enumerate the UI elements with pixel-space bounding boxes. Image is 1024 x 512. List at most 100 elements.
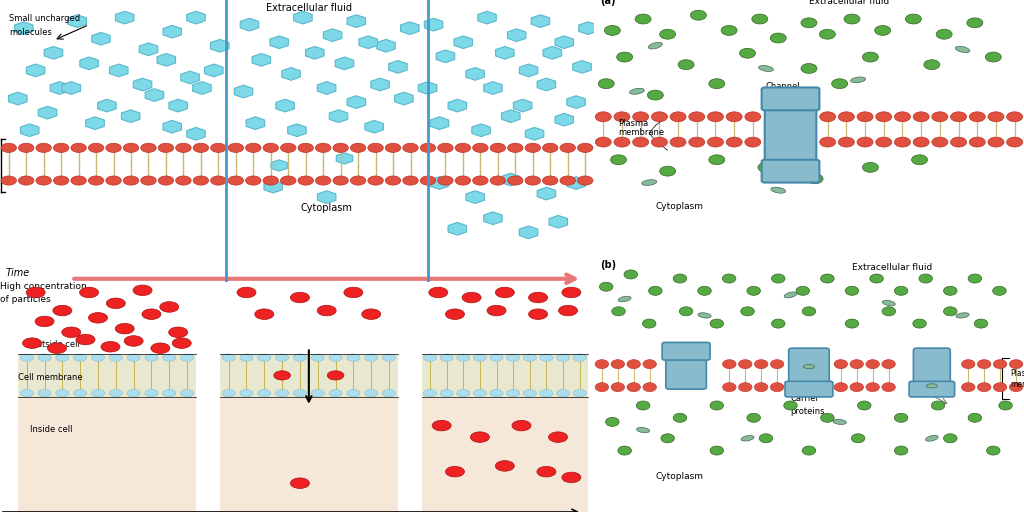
Circle shape bbox=[697, 286, 712, 295]
Circle shape bbox=[807, 174, 823, 184]
Circle shape bbox=[273, 371, 291, 380]
Circle shape bbox=[20, 354, 33, 361]
Ellipse shape bbox=[955, 46, 970, 53]
Circle shape bbox=[633, 112, 648, 122]
Circle shape bbox=[943, 434, 957, 443]
Circle shape bbox=[709, 79, 725, 89]
Circle shape bbox=[18, 176, 34, 185]
Circle shape bbox=[222, 354, 236, 361]
Circle shape bbox=[160, 302, 179, 312]
Text: Plasma: Plasma bbox=[618, 118, 649, 127]
Circle shape bbox=[53, 143, 69, 153]
Circle shape bbox=[595, 382, 608, 392]
Circle shape bbox=[726, 112, 742, 122]
Text: (a): (a) bbox=[600, 0, 615, 6]
Polygon shape bbox=[555, 36, 573, 49]
Circle shape bbox=[258, 390, 270, 397]
Polygon shape bbox=[519, 226, 538, 239]
Polygon shape bbox=[193, 81, 211, 94]
Circle shape bbox=[796, 286, 810, 295]
Polygon shape bbox=[20, 124, 39, 137]
Circle shape bbox=[992, 286, 1007, 295]
Polygon shape bbox=[478, 11, 497, 24]
Polygon shape bbox=[275, 99, 294, 112]
Circle shape bbox=[611, 307, 626, 316]
Circle shape bbox=[445, 309, 465, 319]
Circle shape bbox=[240, 390, 253, 397]
Circle shape bbox=[127, 354, 140, 361]
Ellipse shape bbox=[630, 88, 644, 94]
Circle shape bbox=[970, 137, 985, 147]
Circle shape bbox=[744, 112, 761, 122]
Circle shape bbox=[88, 312, 108, 323]
Circle shape bbox=[651, 137, 668, 147]
Circle shape bbox=[361, 309, 381, 319]
Circle shape bbox=[986, 446, 1000, 455]
Polygon shape bbox=[454, 36, 472, 49]
Circle shape bbox=[525, 143, 541, 153]
Text: Cytoplasm: Cytoplasm bbox=[655, 202, 703, 211]
Text: Channel: Channel bbox=[766, 82, 801, 91]
Text: Cytoplasm: Cytoplasm bbox=[301, 203, 352, 213]
Polygon shape bbox=[270, 36, 289, 49]
Circle shape bbox=[56, 354, 69, 361]
FancyBboxPatch shape bbox=[913, 348, 950, 389]
Circle shape bbox=[647, 90, 664, 100]
Polygon shape bbox=[531, 15, 550, 28]
Circle shape bbox=[76, 334, 95, 345]
Circle shape bbox=[350, 143, 366, 153]
Polygon shape bbox=[264, 180, 283, 193]
Circle shape bbox=[540, 390, 553, 397]
FancyBboxPatch shape bbox=[17, 397, 196, 512]
Polygon shape bbox=[92, 32, 111, 45]
Circle shape bbox=[783, 401, 798, 410]
Polygon shape bbox=[525, 127, 544, 140]
Circle shape bbox=[101, 342, 120, 352]
Circle shape bbox=[1, 176, 16, 185]
Circle shape bbox=[755, 382, 768, 392]
Circle shape bbox=[385, 143, 400, 153]
Circle shape bbox=[819, 137, 836, 147]
Polygon shape bbox=[567, 177, 586, 189]
Circle shape bbox=[746, 286, 761, 295]
Circle shape bbox=[91, 354, 104, 361]
Circle shape bbox=[911, 155, 928, 165]
Circle shape bbox=[968, 413, 982, 422]
Circle shape bbox=[246, 143, 261, 153]
Circle shape bbox=[71, 176, 86, 185]
Circle shape bbox=[556, 390, 569, 397]
Circle shape bbox=[894, 446, 908, 455]
Circle shape bbox=[924, 60, 940, 70]
Circle shape bbox=[943, 286, 957, 295]
Circle shape bbox=[275, 390, 289, 397]
Polygon shape bbox=[50, 81, 69, 94]
Circle shape bbox=[329, 390, 342, 397]
Circle shape bbox=[159, 176, 174, 185]
Circle shape bbox=[562, 287, 581, 298]
Circle shape bbox=[678, 60, 694, 70]
Circle shape bbox=[457, 354, 470, 361]
Circle shape bbox=[140, 143, 157, 153]
Text: High concentration: High concentration bbox=[0, 282, 87, 291]
Circle shape bbox=[106, 298, 125, 309]
Circle shape bbox=[936, 29, 952, 39]
Polygon shape bbox=[186, 127, 205, 140]
Circle shape bbox=[710, 401, 724, 410]
Circle shape bbox=[368, 176, 383, 185]
Circle shape bbox=[710, 319, 724, 328]
Polygon shape bbox=[466, 68, 484, 80]
Circle shape bbox=[110, 390, 122, 397]
Circle shape bbox=[123, 176, 138, 185]
Circle shape bbox=[523, 390, 537, 397]
Circle shape bbox=[573, 390, 586, 397]
Circle shape bbox=[437, 143, 454, 153]
Circle shape bbox=[291, 292, 309, 303]
Circle shape bbox=[490, 176, 506, 185]
Circle shape bbox=[614, 112, 630, 122]
Polygon shape bbox=[234, 85, 253, 98]
Circle shape bbox=[599, 282, 613, 291]
Circle shape bbox=[894, 286, 908, 295]
Circle shape bbox=[487, 305, 506, 316]
Polygon shape bbox=[14, 22, 33, 34]
Circle shape bbox=[876, 137, 892, 147]
